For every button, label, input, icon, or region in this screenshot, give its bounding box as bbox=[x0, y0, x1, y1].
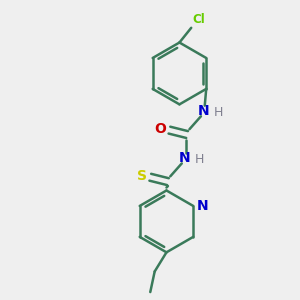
Text: S: S bbox=[137, 169, 147, 183]
Text: H: H bbox=[194, 153, 204, 166]
Text: N: N bbox=[197, 199, 208, 213]
Text: N: N bbox=[197, 104, 209, 118]
Text: N: N bbox=[178, 151, 190, 165]
Text: Cl: Cl bbox=[193, 13, 206, 26]
Text: H: H bbox=[214, 106, 223, 119]
Text: O: O bbox=[154, 122, 166, 136]
